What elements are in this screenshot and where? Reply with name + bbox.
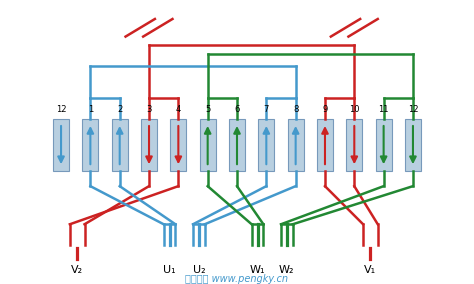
FancyBboxPatch shape bbox=[346, 119, 362, 172]
Text: 5: 5 bbox=[205, 105, 210, 114]
FancyBboxPatch shape bbox=[53, 119, 69, 172]
FancyBboxPatch shape bbox=[170, 119, 186, 172]
FancyBboxPatch shape bbox=[258, 119, 274, 172]
Text: U₁: U₁ bbox=[163, 265, 176, 275]
Text: 鹏茂科艺 www.pengky.cn: 鹏茂科艺 www.pengky.cn bbox=[185, 274, 289, 284]
FancyBboxPatch shape bbox=[200, 119, 216, 172]
FancyBboxPatch shape bbox=[288, 119, 304, 172]
Text: U₂: U₂ bbox=[192, 265, 205, 275]
Text: 3: 3 bbox=[146, 105, 152, 114]
Text: 10: 10 bbox=[349, 105, 360, 114]
FancyBboxPatch shape bbox=[229, 119, 245, 172]
Text: 6: 6 bbox=[234, 105, 240, 114]
FancyBboxPatch shape bbox=[141, 119, 157, 172]
Text: 7: 7 bbox=[264, 105, 269, 114]
Text: V₁: V₁ bbox=[365, 265, 376, 275]
FancyBboxPatch shape bbox=[405, 119, 421, 172]
Text: 9: 9 bbox=[322, 105, 328, 114]
Text: 4: 4 bbox=[176, 105, 181, 114]
FancyBboxPatch shape bbox=[375, 119, 392, 172]
Text: 12: 12 bbox=[56, 105, 66, 114]
FancyBboxPatch shape bbox=[317, 119, 333, 172]
Text: 8: 8 bbox=[293, 105, 298, 114]
Text: 1: 1 bbox=[88, 105, 93, 114]
Text: 11: 11 bbox=[378, 105, 389, 114]
Text: W₁: W₁ bbox=[250, 265, 265, 275]
FancyBboxPatch shape bbox=[112, 119, 128, 172]
Text: 12: 12 bbox=[408, 105, 418, 114]
Text: 2: 2 bbox=[117, 105, 122, 114]
FancyBboxPatch shape bbox=[82, 119, 99, 172]
Text: V₂: V₂ bbox=[71, 265, 83, 275]
Text: W₂: W₂ bbox=[279, 265, 295, 275]
